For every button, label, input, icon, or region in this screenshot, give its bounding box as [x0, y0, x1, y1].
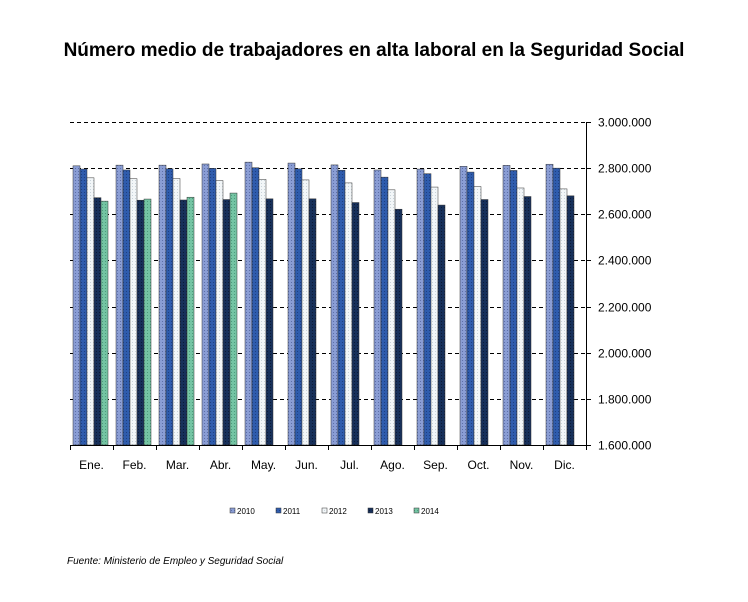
bar-2011-7 [380, 176, 389, 446]
axes: 1.600.000 1.800.000 2.000.000 2.200.000 2.40… [70, 116, 652, 472]
x-tick-label: Feb. [122, 458, 146, 472]
bars-group [72, 161, 575, 446]
y-tick-label: 3.000.000 [598, 116, 652, 130]
bar-2011-1 [122, 169, 131, 446]
x-tick-label: Jun. [295, 458, 318, 472]
y-tick-label: 2.800.000 [598, 162, 652, 176]
bar-2013-7 [394, 208, 403, 446]
y-tick-label: 2.200.000 [598, 301, 652, 315]
bar-2014-2 [186, 196, 195, 446]
bar-2011-4 [251, 167, 260, 446]
x-tick-label: Jul. [340, 458, 359, 472]
bar-2014-1 [143, 198, 152, 446]
bar-2010-8 [416, 168, 425, 446]
x-tick-label: Nov. [510, 458, 534, 472]
y-tick-label: 2.400.000 [598, 254, 652, 268]
bar-2013-1 [136, 199, 145, 446]
bar-2010-7 [373, 169, 382, 446]
bar-2012-0 [86, 177, 95, 446]
legend-label-2013: 2013 [375, 507, 393, 516]
x-tick-label: Abr. [210, 458, 231, 472]
x-tick-label: Ene. [79, 458, 104, 472]
bar-2012-11 [559, 188, 568, 446]
legend-label-2011: 2011 [283, 507, 301, 516]
bar-2012-1 [129, 178, 138, 446]
source-note: Fuente: Ministerio de Empleo y Seguridad… [67, 556, 284, 567]
bar-2011-2 [165, 168, 174, 446]
bar-2010-4 [244, 161, 253, 446]
legend-label-2010: 2010 [237, 507, 255, 516]
bar-2013-0 [93, 197, 102, 446]
x-tick-label: Dic. [554, 458, 575, 472]
y-tick-label: 2.000.000 [598, 347, 652, 361]
y-tick-label: 2.600.000 [598, 208, 652, 222]
bar-2012-10 [516, 187, 525, 446]
bar-2010-2 [158, 164, 167, 446]
bar-2010-0 [72, 165, 81, 446]
bar-2011-11 [552, 167, 561, 446]
bar-2014-0 [100, 200, 109, 446]
bar-2010-9 [459, 166, 468, 446]
legend-label-2012: 2012 [329, 507, 347, 516]
bar-2013-6 [351, 202, 360, 446]
bar-2013-2 [179, 199, 188, 446]
bar-2013-8 [437, 204, 446, 446]
bar-2011-9 [466, 171, 475, 446]
x-tick-label: Mar. [166, 458, 189, 472]
bar-2013-3 [222, 199, 231, 446]
legend: 2010 2011 2012 2013 2014 [229, 507, 439, 516]
bar-2013-10 [523, 196, 532, 446]
bar-2013-9 [480, 199, 489, 446]
legend-swatch-2011 [275, 507, 282, 514]
bar-2010-11 [545, 163, 554, 446]
legend-swatch-2010 [229, 507, 236, 514]
bar-2011-0 [79, 168, 88, 446]
bar-2012-5 [301, 179, 310, 446]
bar-2012-2 [172, 178, 181, 446]
legend-swatch-2012 [321, 507, 328, 514]
bar-2011-8 [423, 173, 432, 446]
bar-2010-1 [115, 164, 124, 446]
bar-2013-4 [265, 198, 274, 446]
bar-2014-3 [229, 192, 238, 446]
bar-2011-3 [208, 168, 217, 446]
bar-2010-6 [330, 164, 339, 446]
bar-2010-3 [201, 163, 210, 446]
bar-2012-4 [258, 179, 267, 446]
bar-2012-6 [344, 182, 353, 446]
chart-title: Número medio de trabajadores en alta lab… [63, 40, 685, 61]
x-tick-label: Oct. [467, 458, 489, 472]
x-tick-label: Ago. [380, 458, 405, 472]
bar-2011-10 [509, 170, 518, 446]
legend-swatch-2014 [413, 507, 420, 514]
legend-swatch-2013 [367, 507, 374, 514]
bar-2012-7 [387, 189, 396, 446]
bar-2012-3 [215, 180, 224, 446]
gridlines [70, 122, 586, 400]
y-tick-label: 1.600.000 [598, 439, 652, 453]
bar-2013-5 [308, 198, 317, 446]
y-tick-label: 1.800.000 [598, 393, 652, 407]
x-tick-label: May. [251, 458, 276, 472]
legend-label-2014: 2014 [421, 507, 439, 516]
bar-2012-9 [473, 186, 482, 446]
bar-2013-11 [566, 195, 575, 446]
bar-2011-5 [294, 168, 303, 446]
x-tick-label: Sep. [423, 458, 448, 472]
bar-2012-8 [430, 186, 439, 446]
bar-2010-10 [502, 165, 511, 446]
bar-2011-6 [337, 169, 346, 446]
bar-2010-5 [287, 162, 296, 446]
